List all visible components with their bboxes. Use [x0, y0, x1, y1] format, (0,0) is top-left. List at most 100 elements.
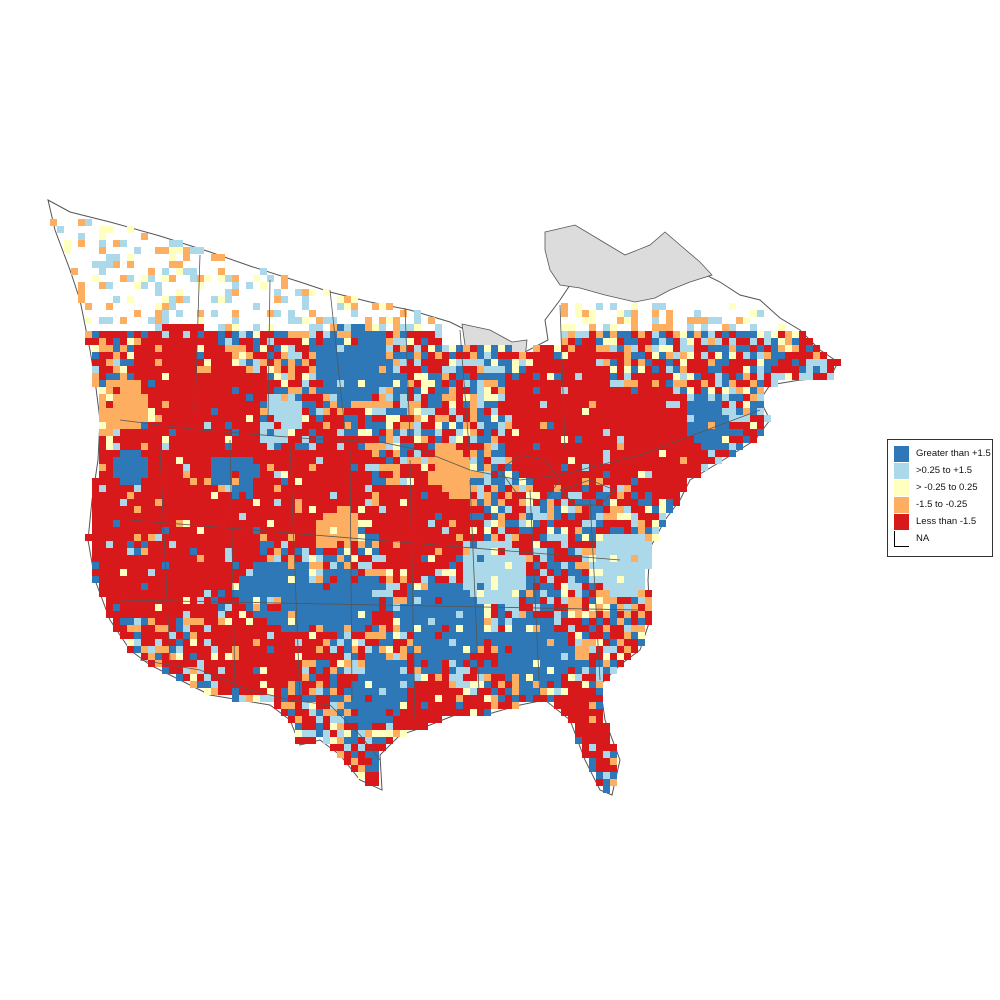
trend-cell [589, 576, 596, 583]
trend-cell [547, 527, 554, 534]
trend-cell [267, 359, 274, 366]
trend-cell [631, 541, 638, 548]
trend-cell [365, 429, 372, 436]
trend-cell [491, 415, 498, 422]
trend-cell [302, 646, 309, 653]
trend-cell [575, 590, 582, 597]
trend-cell [358, 492, 365, 499]
trend-cell [344, 744, 351, 751]
trend-cell [379, 485, 386, 492]
trend-cell [540, 471, 547, 478]
trend-cell [134, 415, 141, 422]
trend-cell [218, 422, 225, 429]
trend-cell [281, 639, 288, 646]
trend-cell [162, 450, 169, 457]
trend-cell [540, 632, 547, 639]
trend-cell [673, 408, 680, 415]
trend-cell [92, 527, 99, 534]
trend-cell [533, 485, 540, 492]
trend-cell [596, 590, 603, 597]
trend-cell [260, 394, 267, 401]
trend-cell [407, 415, 414, 422]
trend-cell [358, 499, 365, 506]
trend-cell [568, 345, 575, 352]
trend-cell [267, 366, 274, 373]
trend-cell [680, 408, 687, 415]
trend-cell [533, 653, 540, 660]
trend-cell [323, 597, 330, 604]
trend-cell [302, 506, 309, 513]
trend-cell [589, 408, 596, 415]
trend-cell [652, 499, 659, 506]
trend-cell [729, 450, 736, 457]
trend-cell [708, 387, 715, 394]
trend-cell [442, 506, 449, 513]
trend-cell [729, 352, 736, 359]
trend-cell [211, 625, 218, 632]
trend-cell [645, 443, 652, 450]
trend-cell [211, 408, 218, 415]
trend-cell [204, 583, 211, 590]
trend-cell [232, 331, 239, 338]
trend-cell [701, 352, 708, 359]
trend-cell [274, 352, 281, 359]
trend-cell [190, 632, 197, 639]
trend-cell [113, 429, 120, 436]
trend-cell [120, 632, 127, 639]
trend-cell [533, 688, 540, 695]
trend-cell [652, 352, 659, 359]
trend-cell [540, 618, 547, 625]
trend-cell [533, 471, 540, 478]
trend-cell [386, 366, 393, 373]
trend-cell [764, 338, 771, 345]
trend-cell [141, 436, 148, 443]
trend-cell [358, 422, 365, 429]
trend-cell [372, 779, 379, 786]
trend-cell [722, 450, 729, 457]
trend-cell [470, 625, 477, 632]
trend-cell [134, 548, 141, 555]
trend-cell [659, 485, 666, 492]
trend-cell [372, 345, 379, 352]
trend-cell [372, 723, 379, 730]
trend-cell [246, 352, 253, 359]
trend-cell [442, 408, 449, 415]
trend-cell [673, 478, 680, 485]
trend-cell [484, 520, 491, 527]
trend-cell [470, 408, 477, 415]
trend-cell [687, 380, 694, 387]
trend-cell [211, 415, 218, 422]
trend-cell [162, 380, 169, 387]
trend-cell [253, 604, 260, 611]
trend-cell [218, 590, 225, 597]
trend-cell [337, 520, 344, 527]
trend-cell [505, 429, 512, 436]
trend-cell [533, 576, 540, 583]
trend-cell [701, 457, 708, 464]
trend-cell [197, 604, 204, 611]
trend-cell [743, 422, 750, 429]
trend-cell [589, 667, 596, 674]
trend-cell [505, 611, 512, 618]
trend-cell [134, 604, 141, 611]
trend-cell [302, 583, 309, 590]
trend-cell [491, 702, 498, 709]
trend-cell [393, 660, 400, 667]
trend-cell [498, 660, 505, 667]
trend-cell [659, 464, 666, 471]
trend-cell [435, 373, 442, 380]
trend-cell [645, 401, 652, 408]
trend-cell [316, 667, 323, 674]
trend-cell [190, 247, 197, 254]
trend-cell [589, 695, 596, 702]
trend-cell [834, 359, 841, 366]
trend-cell [302, 436, 309, 443]
trend-cell [176, 555, 183, 562]
trend-cell [281, 632, 288, 639]
trend-cell [575, 604, 582, 611]
trend-cell [365, 506, 372, 513]
trend-cell [351, 394, 358, 401]
trend-cell [400, 429, 407, 436]
trend-cell [295, 618, 302, 625]
trend-cell [288, 611, 295, 618]
